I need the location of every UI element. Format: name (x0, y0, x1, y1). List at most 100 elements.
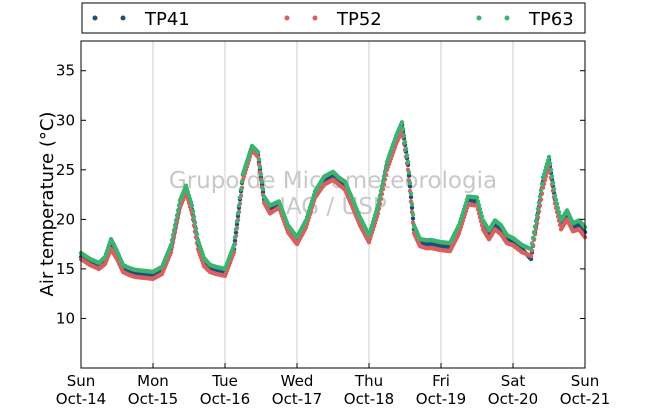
y-tick-label: 25 (56, 161, 75, 179)
x-tick-label-date: Oct-14 (56, 390, 106, 408)
data-point (170, 233, 176, 238)
data-point (372, 213, 378, 218)
data-point (193, 226, 199, 231)
data-point (540, 175, 546, 180)
grid-lines (152, 41, 514, 368)
data-point (410, 216, 416, 221)
data-point (533, 218, 539, 224)
data-point (238, 187, 244, 192)
legend-label: TP63 (528, 9, 574, 30)
data-point (168, 242, 174, 248)
data-point (541, 172, 547, 177)
data-point (172, 223, 178, 228)
data-point (555, 205, 561, 211)
data-point (194, 232, 200, 237)
data-point (400, 126, 406, 132)
data-point (378, 188, 384, 194)
data-point (188, 200, 194, 205)
data-point (185, 190, 191, 195)
data-point (408, 194, 414, 200)
y-tick-label: 30 (56, 111, 75, 129)
data-point (408, 191, 414, 196)
watermark: Grupo de Micrometeorologia IAG / USP (169, 168, 497, 220)
x-tick-label-day: Thu (354, 372, 383, 390)
data-point (405, 159, 411, 165)
x-tick-label-day: Fri (432, 372, 450, 390)
data-point (536, 200, 542, 205)
y-tick-label: 20 (56, 210, 75, 228)
x-tick-label-date: Oct-20 (488, 390, 538, 408)
legend-marker (504, 15, 510, 21)
data-point (184, 186, 190, 192)
data-point (538, 188, 544, 193)
data-point (234, 219, 240, 224)
data-point (374, 206, 380, 211)
data-point (552, 193, 558, 198)
data-point (406, 170, 412, 175)
x-tick-label-date: Oct-15 (128, 390, 178, 408)
x-tick-label-date: Oct-18 (344, 390, 394, 408)
series-tp63 (78, 120, 588, 275)
data-point (537, 194, 543, 199)
data-point (476, 203, 482, 208)
data-point (189, 203, 195, 208)
data-point (474, 195, 480, 200)
data-point (366, 233, 372, 238)
data-point (549, 174, 555, 179)
data-point (406, 173, 412, 178)
x-tick-labels: SunOct-14MonOct-15TueOct-16WedOct-17ThuO… (56, 372, 610, 408)
data-point (409, 202, 415, 207)
data-point (183, 183, 189, 188)
data-point (553, 197, 559, 202)
data-point (539, 181, 545, 187)
data-point (370, 219, 376, 225)
data-point (528, 253, 534, 259)
x-tick-label-day: Sun (67, 372, 96, 390)
data-point (377, 193, 383, 198)
x-tick-label-date: Oct-21 (560, 390, 610, 408)
data-point (475, 199, 481, 204)
data-point (382, 169, 388, 174)
y-tick-label: 35 (56, 62, 75, 80)
x-tick-label-day: Tue (211, 372, 238, 390)
data-point (236, 203, 242, 208)
data-point (547, 161, 553, 166)
legend-label: TP52 (336, 9, 382, 30)
data-point (371, 216, 377, 221)
data-point (528, 246, 534, 252)
data-point (375, 203, 381, 208)
data-point (169, 238, 175, 243)
data-point (232, 235, 238, 240)
data-point (554, 201, 560, 206)
data-point (186, 193, 192, 198)
data-point (404, 153, 410, 158)
data-point (255, 149, 261, 155)
data-point (235, 211, 241, 216)
data-point (231, 242, 237, 248)
data-point (478, 210, 484, 215)
x-tick-label-day: Mon (137, 372, 169, 390)
data-point (239, 179, 245, 184)
data-point (410, 212, 416, 217)
data-point (369, 223, 375, 228)
data-point (529, 241, 535, 246)
data-point (175, 208, 181, 213)
legend-marker (476, 15, 482, 21)
data-point (530, 235, 536, 241)
data-point (176, 203, 182, 208)
x-tick-label-day: Sun (571, 372, 600, 390)
plot-area-frame (80, 40, 586, 369)
legend-item-tp63: TP63 (476, 9, 574, 30)
data-point (192, 220, 198, 225)
legend-box (81, 2, 586, 34)
data-point (367, 229, 373, 235)
data-point (543, 165, 549, 170)
data-point (532, 224, 538, 229)
axis-ticks (80, 70, 586, 368)
data-point (556, 209, 562, 215)
legend: TP41 TP52 TP63 (81, 2, 586, 34)
x-tick-label-date: Oct-16 (200, 390, 250, 408)
data-point (257, 164, 263, 169)
data-point (479, 214, 485, 219)
